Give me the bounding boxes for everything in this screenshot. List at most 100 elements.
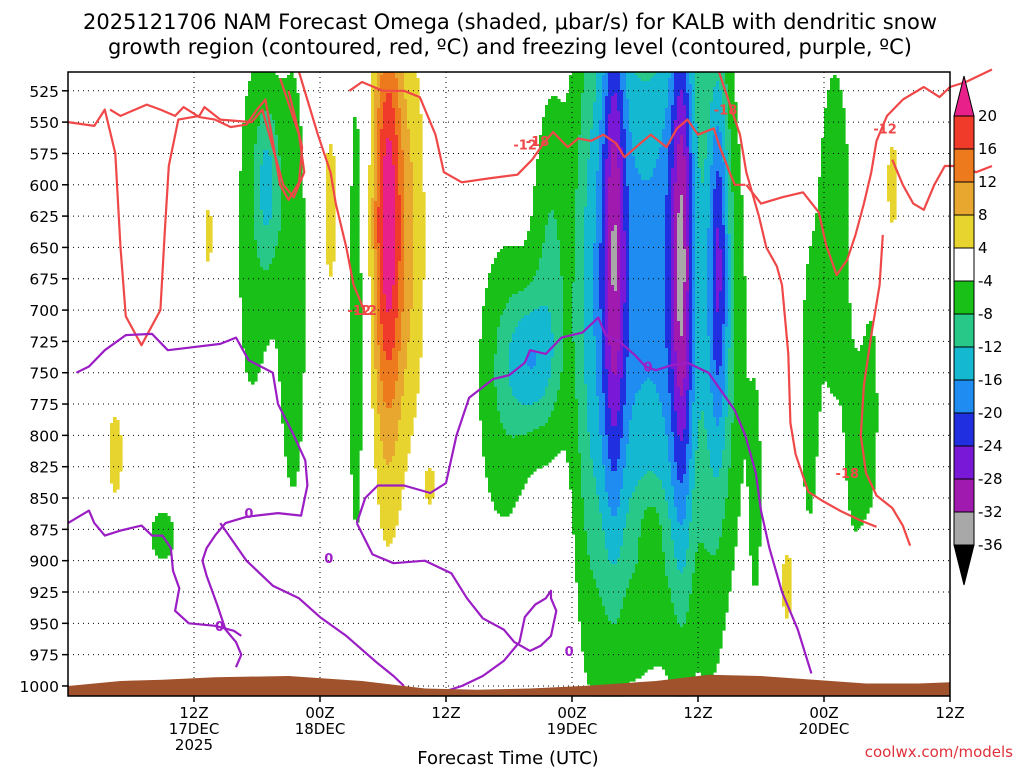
omega-cell <box>695 264 708 268</box>
omega-cell <box>371 312 375 316</box>
omega-cell <box>602 324 606 328</box>
omega-cell <box>542 129 582 133</box>
omega-cell <box>728 270 732 274</box>
omega-cell <box>677 354 687 358</box>
omega-cell <box>602 237 606 241</box>
omega-cell <box>665 306 672 310</box>
omega-cell <box>626 162 636 166</box>
omega-cell <box>620 126 624 130</box>
omega-cell <box>728 273 732 277</box>
omega-cell <box>605 321 609 325</box>
omega-cell <box>842 420 879 424</box>
omega-cell <box>689 72 696 76</box>
omega-cell <box>713 270 717 274</box>
omega-cell <box>665 237 672 241</box>
omega-cell <box>677 423 687 427</box>
omega-cell <box>698 165 705 169</box>
omega-cell <box>692 288 696 292</box>
omega-cell <box>686 264 690 268</box>
omega-cell <box>674 315 678 319</box>
omega-cell <box>386 459 393 463</box>
omega-cell <box>527 285 564 289</box>
omega-cell <box>590 150 600 154</box>
omega-cell <box>731 240 735 244</box>
omega-cell <box>710 462 723 466</box>
omega-cell <box>569 483 582 487</box>
omega-cell <box>728 363 735 367</box>
omega-cell <box>578 141 591 145</box>
omega-cell <box>404 201 414 205</box>
omega-cell <box>575 252 585 256</box>
omega-cell <box>692 303 696 307</box>
omega-cell <box>374 99 381 103</box>
omega-cell <box>563 333 573 337</box>
omega-cell <box>401 330 411 334</box>
omega-cell <box>371 114 375 118</box>
omega-cell <box>239 219 255 223</box>
omega-cell <box>605 171 612 175</box>
omega-cell <box>617 465 627 469</box>
omega-cell <box>572 324 585 328</box>
omega-cell <box>671 324 675 328</box>
omega-cell <box>692 336 696 340</box>
omega-cell <box>686 348 690 352</box>
omega-cell <box>689 114 693 118</box>
omega-cell <box>722 207 726 211</box>
omega-cell <box>725 171 729 175</box>
omega-cell <box>620 87 627 91</box>
omega-cell <box>368 252 375 256</box>
omega-cell <box>398 279 405 283</box>
omega-cell <box>677 363 687 367</box>
omega-cell <box>593 102 603 106</box>
omega-cell <box>626 378 648 382</box>
omega-cell <box>593 282 600 286</box>
omega-cell <box>734 249 744 253</box>
omega-cell <box>623 180 627 184</box>
omega-cell <box>611 234 618 238</box>
omega-cell <box>557 225 576 229</box>
omega-cell <box>575 345 585 349</box>
omega-cell <box>368 222 372 226</box>
omega-cell <box>377 162 381 166</box>
omega-cell <box>665 282 672 286</box>
omega-cell <box>728 84 735 88</box>
omega-cell <box>707 318 714 322</box>
omega-cell <box>371 303 375 307</box>
omega-cell <box>371 87 375 91</box>
omega-cell <box>593 108 603 112</box>
omega-cell <box>593 273 600 277</box>
omega-cell <box>260 171 273 175</box>
omega-cell <box>689 474 696 478</box>
omega-cell <box>686 261 690 265</box>
omega-cell <box>728 117 738 121</box>
omega-cell <box>377 267 381 271</box>
omega-cell <box>620 450 627 454</box>
omega-cell <box>665 222 672 226</box>
omega-cell <box>887 195 897 199</box>
omega-cell <box>731 174 741 178</box>
omega-cell <box>620 393 627 397</box>
omega-cell <box>608 435 624 439</box>
omega-cell <box>692 213 696 217</box>
omega-cell <box>725 306 729 310</box>
omega-cell <box>665 330 672 334</box>
omega-cell <box>326 240 336 244</box>
omega-cell <box>710 339 714 343</box>
omega-cell <box>329 267 333 271</box>
omega-cell <box>728 219 735 223</box>
omega-cell <box>257 132 276 136</box>
omega-cell <box>593 249 600 253</box>
omega-cell <box>548 216 555 220</box>
omega-cell <box>689 330 693 334</box>
omega-cell <box>425 477 435 481</box>
omega-cell <box>395 390 405 394</box>
omega-cell <box>686 222 690 226</box>
omega-cell <box>281 222 306 226</box>
omega-cell <box>809 261 849 265</box>
omega-cell <box>374 333 378 337</box>
omega-cell <box>677 318 684 322</box>
omega-cell <box>383 192 396 196</box>
omega-cell <box>689 297 693 301</box>
omega-cell <box>704 171 711 175</box>
omega-cell <box>629 318 666 322</box>
